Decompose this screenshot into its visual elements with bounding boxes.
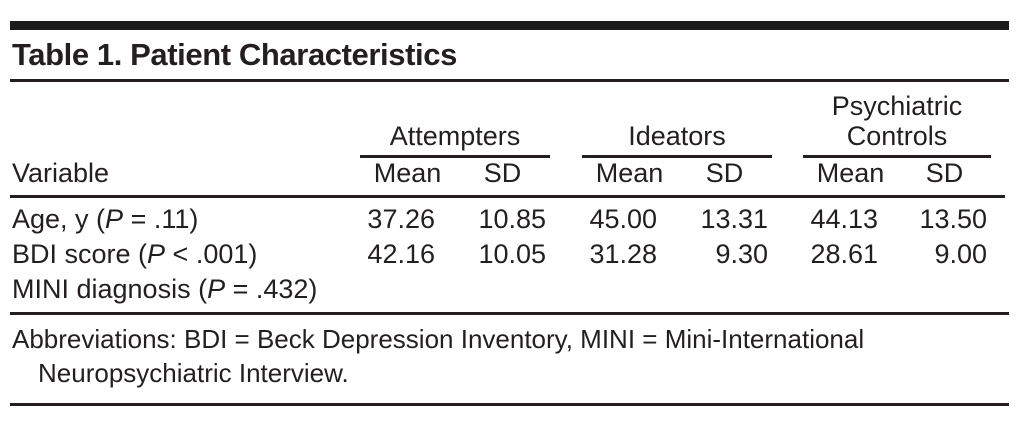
cell-mini-controls-mean bbox=[803, 272, 898, 312]
cell-age-ideators-sd: 13.31 bbox=[700, 203, 769, 234]
cell-mini-ideators-mean bbox=[582, 272, 677, 312]
column-gap bbox=[772, 84, 803, 156]
group-header-row: Attempters Ideators Psychiatric Controls bbox=[10, 84, 1005, 158]
top-bar-rule bbox=[10, 21, 1009, 30]
group-header-spacer bbox=[10, 84, 360, 156]
ideators-sd-header: SD bbox=[677, 156, 773, 198]
row-label-mini: MINI diagnosis (P = .432) bbox=[10, 272, 360, 312]
p-value-symbol: P bbox=[147, 238, 166, 269]
column-gap bbox=[550, 156, 583, 198]
column-gap bbox=[550, 196, 582, 237]
cell-bdi-ideators-mean: 31.28 bbox=[589, 238, 658, 269]
patient-characteristics-table: Attempters Ideators Psychiatric Controls… bbox=[10, 84, 1006, 312]
cell-age-controls-sd: 13.50 bbox=[919, 203, 988, 234]
group-header-psychiatric-controls: Psychiatric Controls bbox=[803, 84, 992, 158]
row-label-age: Age, y (P = .11) bbox=[10, 196, 360, 237]
title-rule bbox=[10, 79, 1009, 82]
column-gap bbox=[991, 84, 1005, 156]
footnote-line: Abbreviations: BDI = Beck Depression Inv… bbox=[12, 323, 865, 354]
cell-bdi-ideators-sd: 9.30 bbox=[715, 238, 769, 269]
row-label-text: Age, y ( bbox=[12, 203, 106, 234]
ideators-mean-header: Mean bbox=[582, 156, 678, 198]
p-value-symbol: P bbox=[207, 273, 226, 304]
row-label-text: = .11) bbox=[123, 203, 199, 234]
cell-mini-attempters-mean bbox=[360, 272, 455, 312]
group-header-attempters: Attempters bbox=[360, 84, 551, 158]
column-gap bbox=[991, 237, 1005, 272]
row-label-text: BDI score ( bbox=[12, 238, 148, 269]
cell-age-controls-mean: 44.13 bbox=[810, 203, 879, 234]
column-header-row: Variable Mean SD Mean SD Mean SD bbox=[10, 156, 1006, 198]
row-label-text: = .432) bbox=[225, 273, 318, 304]
column-gap bbox=[772, 156, 804, 198]
cell-age-attempters-mean: 37.26 bbox=[367, 203, 435, 234]
row-label-text: < .001) bbox=[165, 238, 258, 269]
column-gap bbox=[550, 84, 582, 156]
variable-column-header: Variable bbox=[10, 156, 360, 198]
table-row-age: Age, y (P = .11) 37.26 10.85 45.00 13.31… bbox=[10, 196, 1005, 237]
footnote-top-rule bbox=[10, 311, 1009, 315]
table-row-bdi: BDI score (P < .001) 42.16 10.05 31.28 9… bbox=[10, 237, 1005, 272]
row-label-bdi: BDI score (P < .001) bbox=[10, 237, 360, 272]
column-gap bbox=[991, 196, 1005, 237]
cell-mini-ideators-sd bbox=[677, 272, 772, 312]
abbreviations-footnote: Abbreviations: BDI = Beck Depression Inv… bbox=[10, 315, 1009, 390]
column-gap bbox=[772, 196, 803, 237]
cell-bdi-attempters-mean: 42.16 bbox=[367, 238, 435, 269]
cell-mini-attempters-sd bbox=[455, 272, 550, 312]
column-gap bbox=[772, 272, 803, 312]
attempters-mean-header: Mean bbox=[360, 156, 455, 198]
footnote-line: Neuropsychiatric Interview. bbox=[38, 357, 349, 388]
controls-mean-header: Mean bbox=[803, 156, 899, 198]
cell-bdi-controls-sd: 9.00 bbox=[934, 238, 988, 269]
controls-sd-header: SD bbox=[898, 156, 992, 198]
p-value-symbol: P bbox=[105, 203, 124, 234]
column-gap bbox=[550, 237, 582, 272]
column-gap bbox=[772, 237, 803, 272]
cell-age-attempters-sd: 10.85 bbox=[478, 203, 547, 234]
column-gap bbox=[550, 272, 582, 312]
cell-bdi-controls-mean: 28.61 bbox=[810, 238, 879, 269]
bottom-rule bbox=[10, 402, 1009, 406]
row-label-text: MINI diagnosis ( bbox=[12, 273, 208, 304]
table-title: Table 1. Patient Characteristics bbox=[12, 37, 457, 72]
attempters-sd-header: SD bbox=[455, 156, 551, 198]
column-gap bbox=[991, 156, 1006, 198]
group-header-ideators: Ideators bbox=[582, 84, 773, 158]
cell-bdi-attempters-sd: 10.05 bbox=[478, 238, 547, 269]
cell-mini-controls-sd bbox=[898, 272, 991, 312]
column-gap bbox=[991, 272, 1005, 312]
cell-age-ideators-mean: 45.00 bbox=[589, 203, 658, 234]
table-row-mini: MINI diagnosis (P = .432) bbox=[10, 272, 1005, 312]
